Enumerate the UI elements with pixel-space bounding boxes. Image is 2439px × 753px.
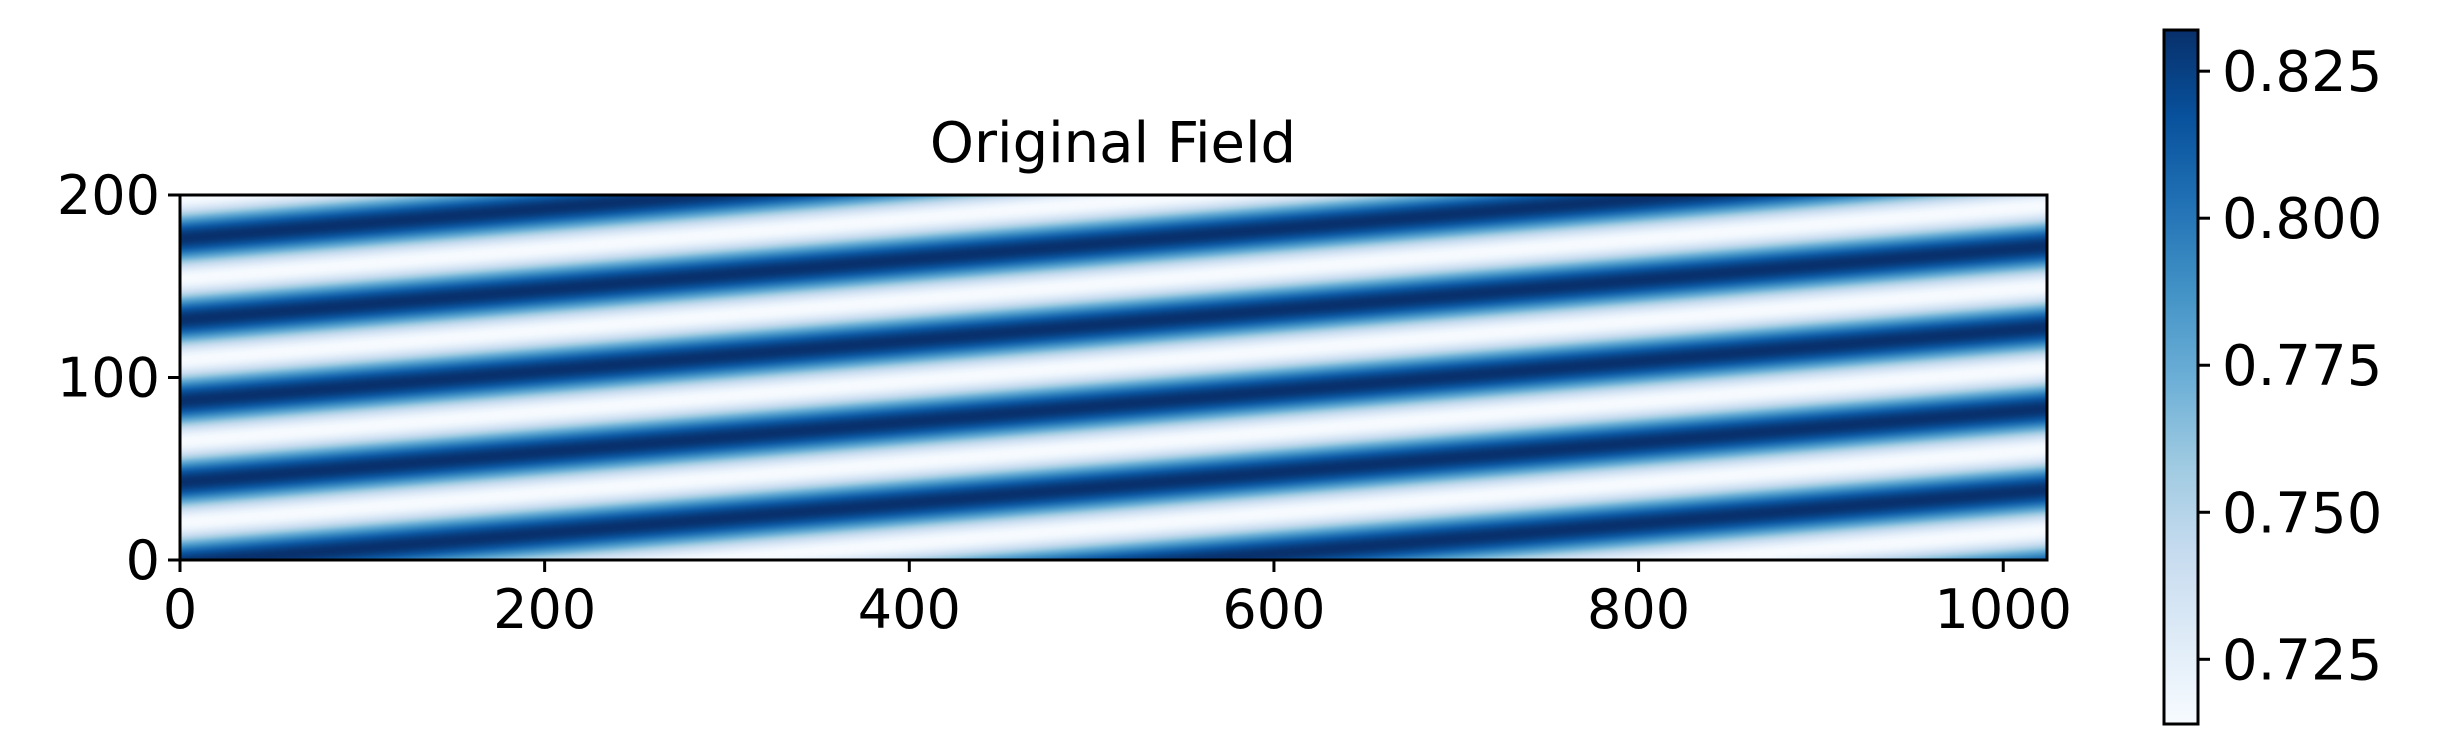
x-tick-label: 200 (493, 578, 596, 641)
x-tick-label: 800 (1587, 578, 1690, 641)
chart-title: Original Field (930, 111, 1296, 176)
x-axis: 0 200 400 600 800 1000 (163, 560, 2072, 641)
colorbar-tick-label: 0.775 (2222, 334, 2382, 399)
colorbar-tick-label: 0.825 (2222, 40, 2382, 105)
y-tick-label: 0 (126, 529, 160, 592)
x-tick-label: 0 (163, 578, 197, 641)
colorbar-tick-label: 0.725 (2222, 628, 2382, 693)
y-tick-label: 100 (57, 347, 160, 410)
x-tick-label: 400 (858, 578, 961, 641)
x-tick-label: 600 (1222, 578, 1325, 641)
x-tick-label: 1000 (1935, 578, 2072, 641)
y-axis: 0 100 200 (57, 164, 180, 592)
colorbar-axis: 0.725 0.750 0.775 0.800 0.825 (2198, 40, 2382, 693)
colorbar-tick-label: 0.750 (2222, 481, 2382, 546)
colorbar (2162, 28, 2200, 726)
y-tick-label: 200 (57, 164, 160, 227)
colorbar-tick-label: 0.800 (2222, 187, 2382, 252)
